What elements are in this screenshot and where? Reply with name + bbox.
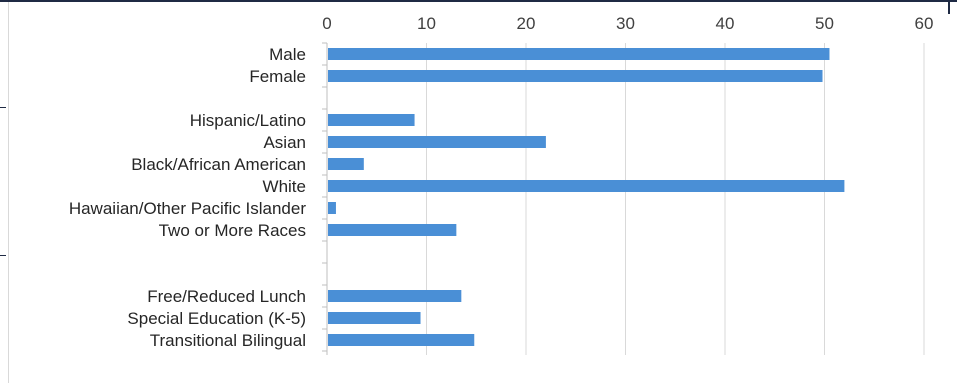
bar (328, 70, 823, 82)
category-label: Hawaiian/Other Pacific Islander (69, 199, 307, 218)
bar (328, 158, 364, 170)
bar (328, 290, 462, 302)
category-label: Free/Reduced Lunch (147, 287, 306, 306)
left-border (8, 2, 9, 383)
category-label: Special Education (K-5) (127, 309, 306, 328)
bar (328, 224, 457, 236)
x-axis-tick-labels: 0 10 20 30 40 50 60 (322, 14, 933, 33)
x-tick-label: 50 (815, 14, 834, 33)
bar (328, 312, 421, 324)
gridlines (426, 43, 925, 355)
category-axis-ticks (322, 42, 327, 352)
category-label: Transitional Bilingual (150, 331, 306, 350)
x-tick-label: 0 (322, 14, 331, 33)
bars (328, 48, 845, 346)
side-tick-mark (0, 107, 6, 108)
top-border (0, 0, 957, 2)
bar (328, 180, 845, 192)
category-label: Female (249, 67, 306, 86)
x-tick-label: 40 (716, 14, 735, 33)
category-label: Asian (263, 133, 306, 152)
category-label: Hispanic/Latino (190, 111, 306, 130)
side-tick-mark (0, 255, 6, 256)
top-right-border (948, 0, 950, 14)
x-tick-label: 20 (517, 14, 536, 33)
bar (328, 334, 475, 346)
category-label: White (263, 177, 306, 196)
bar (328, 48, 830, 60)
x-tick-label: 60 (915, 14, 934, 33)
category-label: Black/African American (131, 155, 306, 174)
bar (328, 114, 415, 126)
category-label: Male (269, 45, 306, 64)
x-tick-label: 30 (616, 14, 635, 33)
x-tick-label: 10 (417, 14, 436, 33)
category-label: Two or More Races (159, 221, 306, 240)
category-labels: Male Female Hispanic/Latino Asian Black/Afri… (69, 45, 307, 350)
bar (328, 202, 336, 214)
bar (328, 136, 546, 148)
